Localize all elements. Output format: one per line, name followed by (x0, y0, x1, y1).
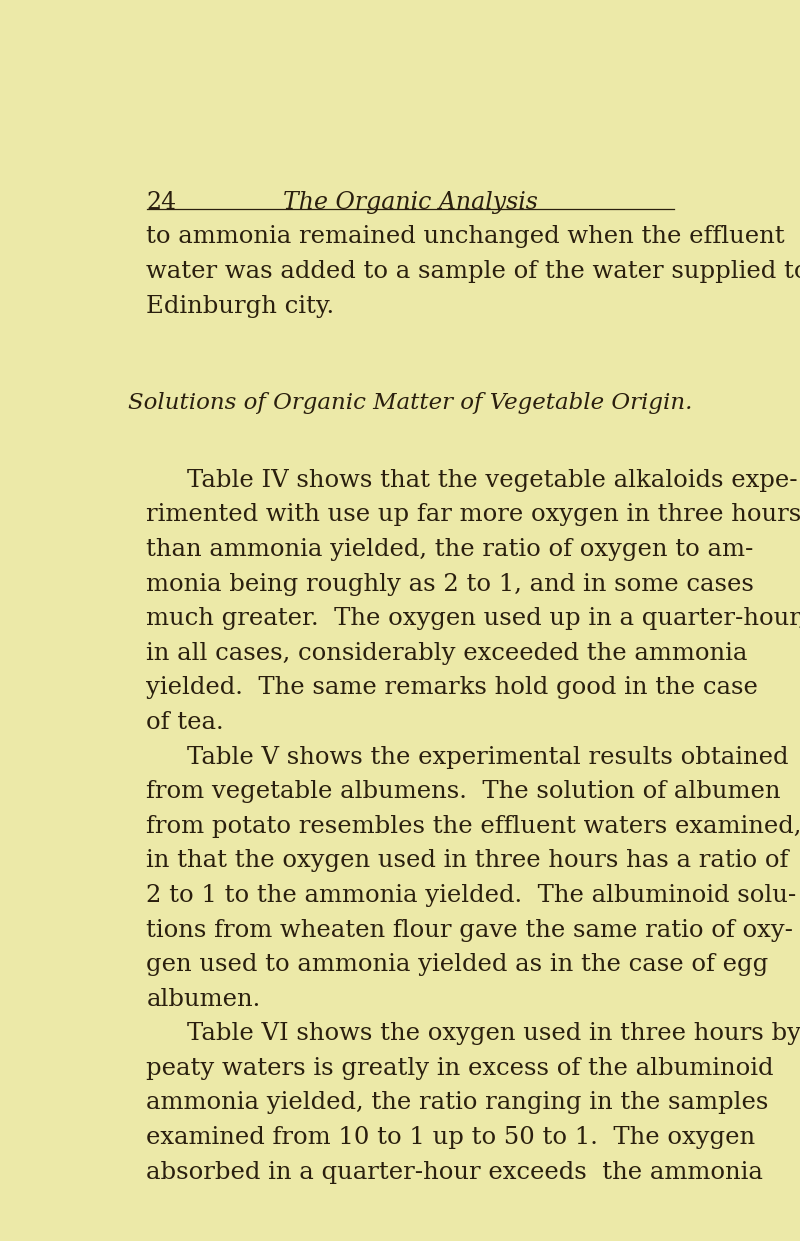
Text: Table IV shows that the vegetable alkaloids expe-: Table IV shows that the vegetable alkalo… (187, 469, 798, 491)
Text: 24: 24 (146, 191, 177, 213)
Text: ammonia yielded, the ratio ranging in the samples: ammonia yielded, the ratio ranging in th… (146, 1092, 769, 1114)
Text: much greater.  The oxygen used up in a quarter-hour,: much greater. The oxygen used up in a qu… (146, 607, 800, 630)
Text: peaty waters is greatly in excess of the albuminoid: peaty waters is greatly in excess of the… (146, 1057, 774, 1080)
Text: Solutions of Organic Matter of Vegetable Origin.: Solutions of Organic Matter of Vegetable… (128, 392, 692, 414)
Text: yielded.  The same remarks hold good in the case: yielded. The same remarks hold good in t… (146, 676, 758, 700)
Text: albumen.: albumen. (146, 988, 261, 1010)
Text: gen used to ammonia yielded as in the case of egg: gen used to ammonia yielded as in the ca… (146, 953, 769, 977)
Text: of tea.: of tea. (146, 711, 224, 733)
Text: to ammonia remained unchanged when the effluent: to ammonia remained unchanged when the e… (146, 226, 785, 248)
Text: in that the oxygen used in three hours has a ratio of: in that the oxygen used in three hours h… (146, 849, 789, 872)
Text: tions from wheaten flour gave the same ratio of oxy-: tions from wheaten flour gave the same r… (146, 918, 794, 942)
Text: examined from 10 to 1 up to 50 to 1.  The oxygen: examined from 10 to 1 up to 50 to 1. The… (146, 1126, 756, 1149)
Text: than ammonia yielded, the ratio of oxygen to am-: than ammonia yielded, the ratio of oxyge… (146, 539, 754, 561)
Text: absorbed in a quarter-hour exceeds  the ammonia: absorbed in a quarter-hour exceeds the a… (146, 1160, 763, 1184)
Text: 2 to 1 to the ammonia yielded.  The albuminoid solu-: 2 to 1 to the ammonia yielded. The album… (146, 884, 797, 907)
Text: The Organic Analysis: The Organic Analysis (282, 191, 538, 213)
Text: Edinburgh city.: Edinburgh city. (146, 294, 334, 318)
Text: monia being roughly as 2 to 1, and in some cases: monia being roughly as 2 to 1, and in so… (146, 572, 754, 596)
Text: from potato resembles the effluent waters examined,: from potato resembles the effluent water… (146, 815, 800, 838)
Text: water was added to a sample of the water supplied to: water was added to a sample of the water… (146, 259, 800, 283)
Text: in all cases, considerably exceeded the ammonia: in all cases, considerably exceeded the … (146, 642, 748, 665)
Text: Table VI shows the oxygen used in three hours by: Table VI shows the oxygen used in three … (187, 1023, 800, 1045)
Text: Table V shows the experimental results obtained: Table V shows the experimental results o… (187, 746, 788, 768)
Text: from vegetable albumens.  The solution of albumen: from vegetable albumens. The solution of… (146, 781, 781, 803)
Text: rimented with use up far more oxygen in three hours: rimented with use up far more oxygen in … (146, 504, 800, 526)
